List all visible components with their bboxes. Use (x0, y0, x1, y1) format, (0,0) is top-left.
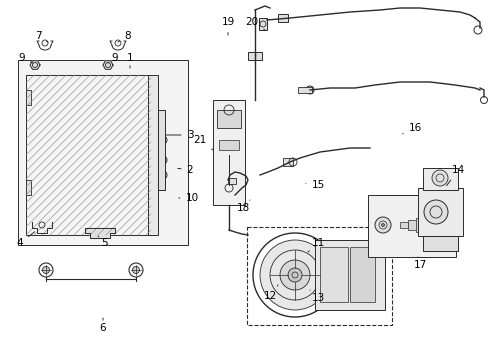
Text: 14: 14 (446, 165, 464, 186)
Circle shape (431, 170, 447, 186)
Text: 20: 20 (245, 17, 264, 30)
Bar (422, 168, 457, 190)
Text: 8: 8 (118, 31, 131, 42)
Bar (158, 110, 164, 190)
Circle shape (423, 200, 447, 224)
Bar (423, 221, 443, 229)
Text: 9: 9 (108, 53, 118, 63)
Text: 16: 16 (402, 123, 421, 134)
Circle shape (381, 224, 384, 226)
Circle shape (42, 266, 49, 274)
Text: 12: 12 (263, 285, 278, 301)
Bar (148, 75, 158, 235)
Text: 13: 13 (309, 290, 324, 303)
Text: 11: 11 (307, 238, 324, 252)
Bar (26, 180, 31, 195)
Polygon shape (30, 61, 40, 69)
Circle shape (132, 266, 139, 274)
Bar (18, 60, 187, 245)
Polygon shape (103, 61, 113, 69)
Text: 17: 17 (412, 257, 426, 270)
Circle shape (305, 86, 313, 94)
Text: 2: 2 (178, 165, 193, 175)
Bar (349, 247, 374, 302)
Bar (213, 100, 244, 205)
Text: 18: 18 (236, 200, 249, 213)
Bar (415, 218, 431, 232)
Bar (283, 158, 292, 166)
Circle shape (161, 158, 164, 162)
Bar (319, 247, 347, 302)
Bar (399, 222, 407, 228)
Bar (407, 220, 419, 230)
Bar (314, 240, 384, 310)
Bar (259, 18, 266, 30)
Circle shape (374, 217, 390, 233)
Text: 1: 1 (126, 53, 133, 68)
Text: 10: 10 (179, 193, 198, 203)
Text: 21: 21 (193, 135, 213, 150)
Text: 4: 4 (17, 232, 35, 248)
Bar (26, 75, 151, 235)
Text: 7: 7 (35, 31, 48, 42)
Circle shape (287, 268, 302, 282)
Bar (278, 14, 287, 22)
Text: 6: 6 (100, 318, 106, 333)
Bar (247, 52, 262, 60)
Bar (297, 87, 311, 93)
Bar (217, 110, 241, 128)
Bar (227, 178, 236, 184)
Circle shape (161, 173, 164, 177)
Bar (367, 195, 455, 257)
Circle shape (161, 138, 164, 142)
Text: 15: 15 (305, 180, 324, 190)
Circle shape (260, 240, 329, 310)
Circle shape (280, 260, 309, 290)
Bar (26, 90, 31, 105)
Text: 9: 9 (19, 53, 33, 63)
Polygon shape (85, 228, 115, 238)
Bar (422, 236, 457, 251)
Bar (219, 140, 239, 150)
Text: 3: 3 (165, 130, 193, 140)
Text: 5: 5 (98, 236, 108, 248)
Bar (246, 227, 391, 325)
Text: 19: 19 (221, 17, 234, 35)
Bar (417, 188, 462, 236)
